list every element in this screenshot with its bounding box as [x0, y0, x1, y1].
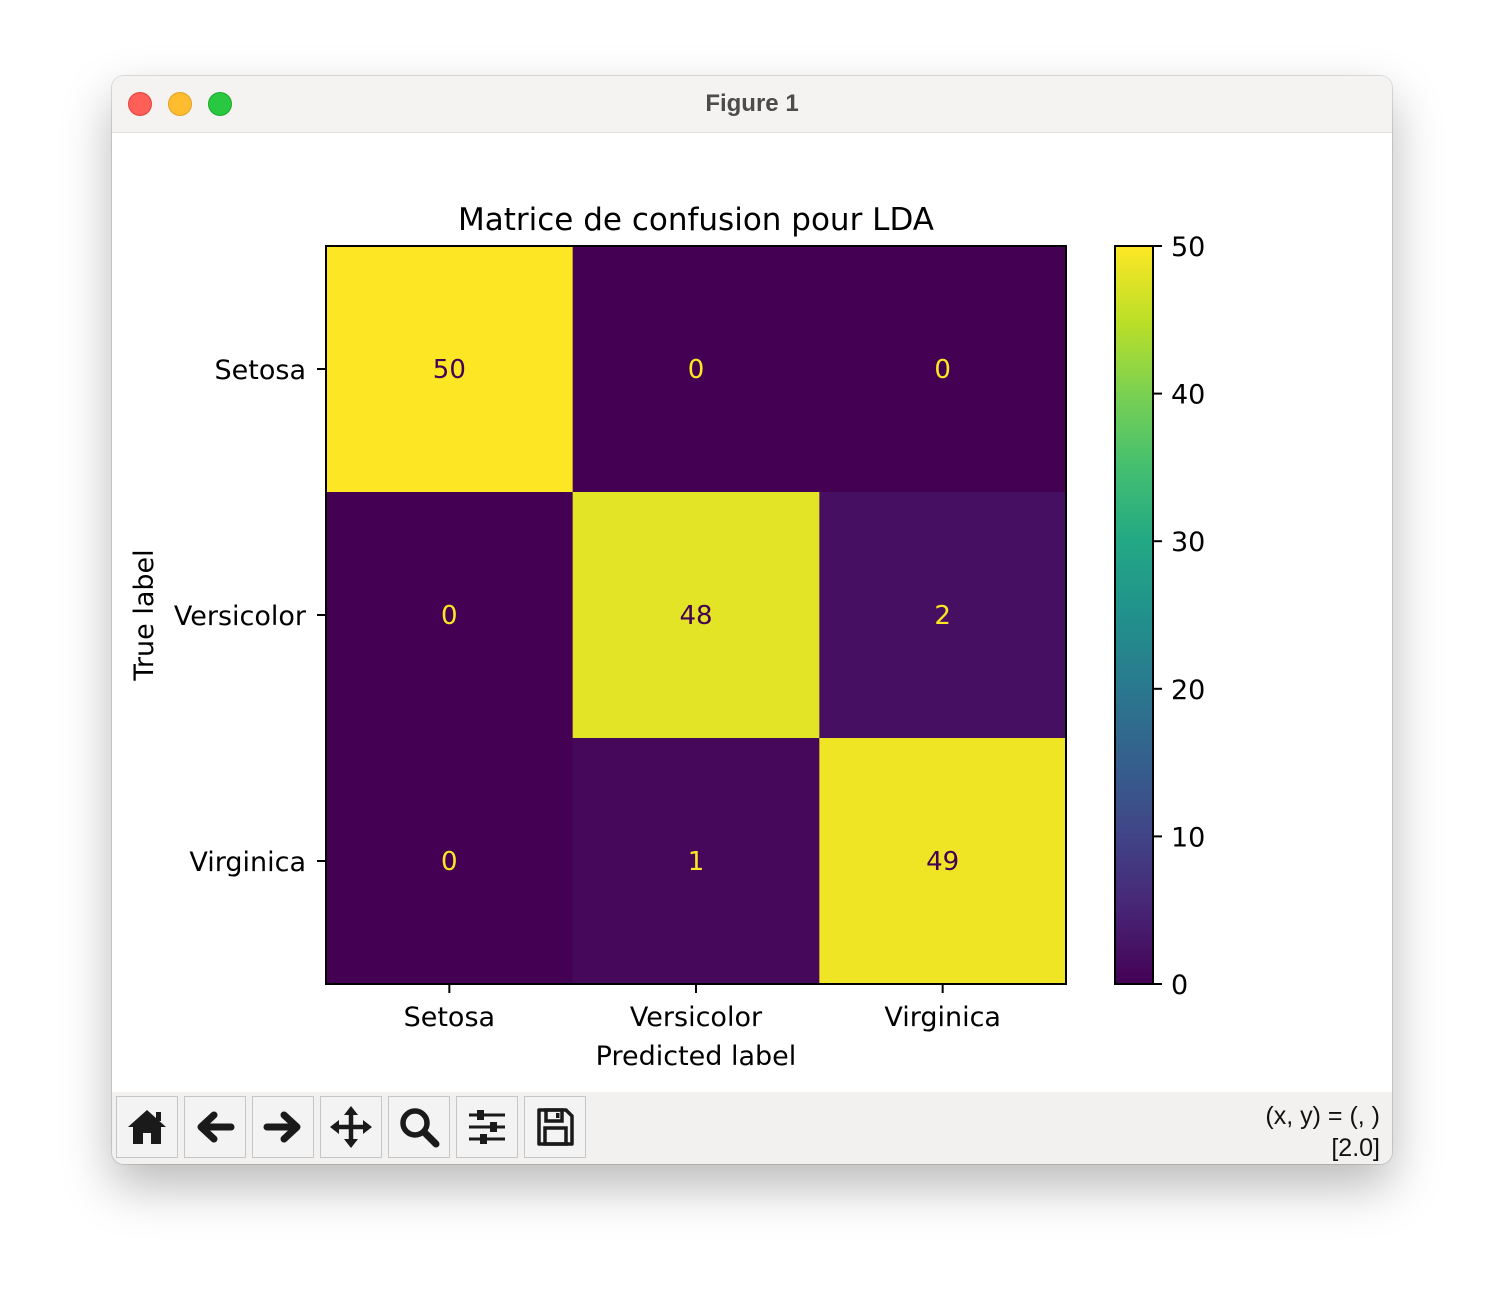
- heatmap-cells: [326, 246, 1067, 985]
- heatmap-cell: [326, 492, 574, 739]
- zoom-button[interactable]: [388, 1096, 450, 1158]
- title-bar[interactable]: Figure 1: [112, 76, 1392, 133]
- figure-canvas[interactable]: Matrice de confusion pour LDA 50 0 0 0 48 2 0 1…: [112, 133, 1392, 1091]
- y-axis-ticks: Setosa Versicolor Virginica: [174, 355, 326, 878]
- arrow-left-icon: [197, 1111, 235, 1143]
- floppy-disk-icon: [537, 1108, 574, 1146]
- zoom-window-button[interactable]: [208, 92, 232, 116]
- heatmap-cell: [572, 246, 820, 493]
- cell-value-label: 2: [934, 601, 951, 631]
- cursor-coordinates: (x, y) = (, ) [2.0]: [1265, 1100, 1380, 1164]
- pan-button[interactable]: [320, 1096, 382, 1158]
- heatmap-cell: [572, 492, 820, 739]
- colorbar-tick-label: 30: [1171, 527, 1205, 558]
- colorbar: [1114, 245, 1154, 985]
- colorbar-tick-label: 0: [1171, 970, 1188, 1001]
- move-icon: [330, 1106, 372, 1148]
- heatmap-cell: [819, 246, 1067, 493]
- colorbar-tick-label: 50: [1171, 232, 1205, 263]
- confusion-matrix-figure: Matrice de confusion pour LDA 50 0 00 48 20 1…: [129, 202, 1205, 1072]
- arrow-right-icon: [263, 1111, 301, 1143]
- heatmap-cell: [326, 738, 574, 985]
- cell-value-labels: 50 0 0 0 48 2 0 1 49: [433, 355, 959, 877]
- x-axis-ticks: Setosa Versicolor Virginica: [404, 984, 1001, 1033]
- cell-value-label: 50: [433, 355, 466, 385]
- y-tick-label: Setosa: [215, 355, 306, 386]
- window-title: Figure 1: [705, 90, 799, 117]
- save-button[interactable]: [524, 1096, 586, 1158]
- x-tick-label: Setosa: [404, 1002, 495, 1033]
- colorbar-tick-label: 10: [1171, 822, 1205, 853]
- heatmap-cell: [819, 738, 1067, 985]
- x-tick-label: Virginica: [884, 1002, 1001, 1033]
- pixel-value-readout: [2.0]: [1331, 1134, 1380, 1162]
- configure-subplots-button[interactable]: [456, 1096, 518, 1158]
- sliders-icon: [469, 1110, 505, 1144]
- heatmap-cell: [326, 246, 574, 493]
- colorbar-tick-label: 20: [1171, 675, 1205, 706]
- cell-value-label: 0: [688, 355, 705, 385]
- x-axis-label: Predicted label: [596, 1041, 797, 1072]
- heatmap-cell: [819, 492, 1067, 739]
- y-tick-label: Virginica: [189, 847, 306, 878]
- y-tick-label: Versicolor: [174, 601, 307, 632]
- x-tick-label: Versicolor: [630, 1002, 763, 1033]
- cell-value-label: 0: [441, 601, 458, 631]
- coordinates-readout: (x, y) = (, ): [1265, 1102, 1380, 1130]
- forward-button[interactable]: [252, 1096, 314, 1158]
- colorbar-tick-label: 40: [1171, 380, 1205, 411]
- heatmap-cell: [572, 738, 820, 985]
- back-button[interactable]: [184, 1096, 246, 1158]
- navigation-toolbar: (x, y) = (, ) [2.0]: [112, 1092, 1392, 1164]
- home-icon: [128, 1110, 166, 1144]
- figure-window: Figure 1 Matrice de confusion: [112, 76, 1392, 1164]
- minimize-window-button[interactable]: [168, 92, 192, 116]
- cell-value-label: 48: [679, 601, 712, 631]
- cell-value-label: 1: [688, 847, 705, 877]
- magnifier-icon: [400, 1108, 440, 1148]
- cell-value-label: 0: [441, 847, 458, 877]
- chart-title: Matrice de confusion pour LDA: [458, 202, 934, 238]
- cell-value-label: 0: [934, 355, 951, 385]
- colorbar-ticks: 0 10 20 30 40 50: [1153, 232, 1205, 1001]
- y-axis-label: True label: [129, 549, 160, 681]
- cell-value-label: 49: [926, 847, 959, 877]
- close-window-button[interactable]: [128, 92, 152, 116]
- home-button[interactable]: [116, 1096, 178, 1158]
